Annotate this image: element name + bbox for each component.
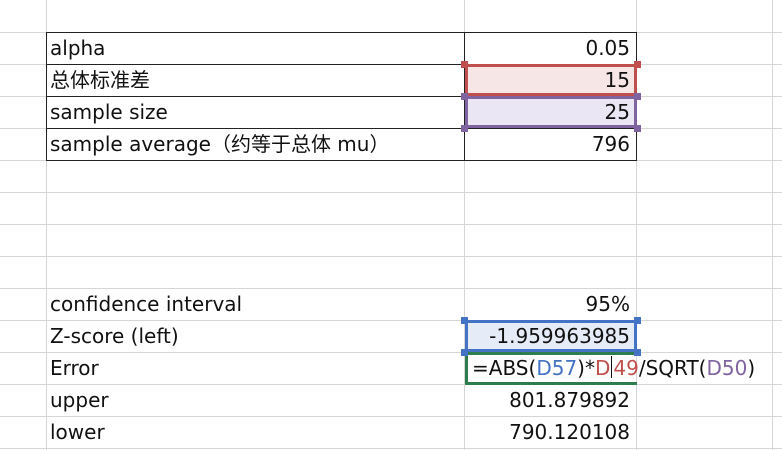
formula-text: /SQRT( [638, 356, 707, 380]
formula-ref-D49-col: D [594, 356, 611, 380]
range-handle[interactable] [461, 317, 468, 324]
range-handle[interactable] [461, 93, 468, 100]
formula-text: )* [577, 356, 595, 380]
cell-label-sample-average[interactable]: sample average（约等于总体 mu） [50, 132, 390, 156]
gridline-row [0, 192, 782, 193]
ref-highlight-D57 [465, 320, 637, 352]
formula-suffix: ) [747, 356, 756, 380]
gridline-row [0, 384, 782, 385]
gridline-col [464, 0, 465, 450]
cell-value-confidence-interval[interactable]: 95% [585, 292, 630, 316]
range-handle[interactable] [634, 349, 641, 356]
cell-label-alpha[interactable]: alpha [50, 36, 106, 60]
range-handle[interactable] [461, 349, 468, 356]
gridline-row [0, 448, 782, 449]
gridline-row [0, 256, 782, 257]
text-cursor [611, 356, 613, 378]
parameter-table-rowline [46, 64, 637, 97]
formula-prefix: =ABS( [472, 356, 537, 380]
range-handle[interactable] [461, 61, 468, 68]
cell-label-lower[interactable]: lower [50, 420, 105, 444]
ref-highlight-D49 [465, 64, 637, 96]
range-handle[interactable] [461, 125, 468, 132]
gridline-col [46, 0, 47, 450]
formula-ref-D49-row: 49 [613, 356, 639, 380]
gridline-row [0, 320, 782, 321]
cell-label-sample-size[interactable]: sample size [50, 100, 168, 124]
formula-ref-D50: D50 [706, 356, 748, 380]
formula-edit-cell[interactable]: =ABS(D57)*D 49/SQRT(D50) [466, 352, 755, 384]
cell-value-z-score[interactable]: -1.959963985 [489, 324, 630, 348]
cell-label-upper[interactable]: upper [50, 388, 109, 412]
cell-value-lower[interactable]: 790.120108 [509, 420, 630, 444]
parameter-table-rowline [46, 128, 637, 129]
active-cell-border [465, 352, 637, 385]
cell-label-confidence-interval[interactable]: confidence interval [50, 292, 243, 316]
gridline-col [636, 0, 637, 450]
cell-value-alpha[interactable]: 0.05 [585, 36, 630, 60]
cell-value-population-sd[interactable]: 15 [604, 68, 630, 92]
cell-value-sample-average[interactable]: 796 [591, 132, 630, 156]
range-handle[interactable] [634, 93, 641, 100]
cell-value-upper[interactable]: 801.879892 [509, 388, 630, 412]
gridline-row [0, 416, 782, 417]
cell-label-error[interactable]: Error [50, 356, 99, 380]
range-handle[interactable] [634, 61, 641, 68]
ref-highlight-D50 [465, 96, 637, 128]
cell-label-population-sd[interactable]: 总体标准差 [50, 68, 150, 92]
cell-value-sample-size[interactable]: 25 [604, 100, 630, 124]
gridline-col [772, 0, 773, 450]
gridline-row [0, 288, 782, 289]
gridline-row [0, 224, 782, 225]
range-handle[interactable] [634, 317, 641, 324]
formula-ref-D57: D57 [536, 356, 578, 380]
range-handle[interactable] [634, 125, 641, 132]
cell-label-z-score[interactable]: Z-score (left) [50, 324, 179, 348]
gridline-row [0, 352, 782, 353]
